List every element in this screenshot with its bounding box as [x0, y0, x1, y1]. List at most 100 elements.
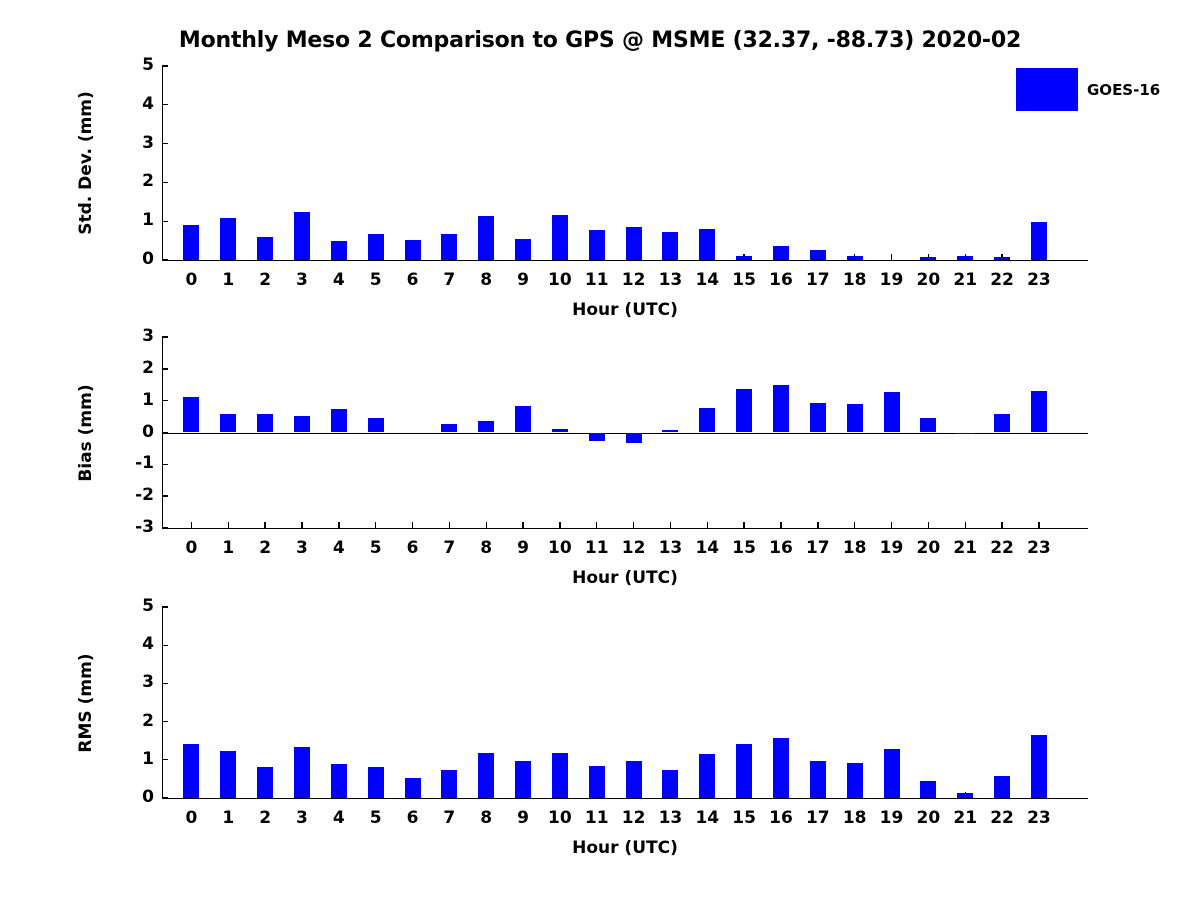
y-tick-mark — [162, 682, 168, 685]
bar — [809, 249, 826, 260]
x-tick-label: 1 — [222, 808, 235, 828]
x-tick-label: 4 — [332, 538, 345, 558]
x-tick-label: 15 — [732, 808, 756, 828]
y-tick-label: 2 — [142, 357, 154, 378]
y-axis-line — [162, 607, 164, 798]
x-tick-label: 17 — [805, 538, 830, 558]
bar — [515, 406, 532, 433]
x-tick-label: 16 — [769, 538, 793, 558]
bar — [883, 748, 900, 798]
y-tick-mark — [162, 759, 168, 761]
bar — [625, 760, 642, 798]
bar — [920, 418, 937, 433]
x-tick-label: 22 — [990, 270, 1014, 290]
y-axis-label: Bias (mm) — [76, 383, 96, 482]
bar — [662, 232, 679, 260]
x-tick-label: 20 — [916, 270, 941, 290]
y-tick-mark — [162, 644, 168, 646]
x-tick-mark — [890, 254, 893, 260]
x-tick-mark — [632, 522, 635, 528]
y-tick-label: -1 — [135, 453, 154, 474]
bar — [1030, 222, 1047, 260]
x-tick-label: 8 — [480, 808, 493, 828]
y-tick-label: -3 — [135, 517, 154, 537]
x-tick-label: 20 — [916, 538, 941, 558]
x-tick-label: 12 — [621, 808, 646, 828]
x-tick-label: 15 — [732, 270, 756, 290]
y-tick-label: 2 — [142, 710, 154, 731]
x-tick-label: 0 — [185, 808, 198, 828]
x-tick-mark — [411, 522, 414, 528]
page-title: Monthly Meso 2 Comparison to GPS @ MSME … — [178, 28, 1022, 53]
bar — [920, 780, 937, 798]
x-tick-label: 2 — [259, 270, 272, 290]
bar — [772, 737, 789, 798]
bar — [920, 256, 937, 260]
y-tick-mark — [162, 606, 168, 608]
bar — [957, 793, 974, 798]
x-tick-mark — [374, 522, 377, 528]
x-axis-label: Hour (UTC) — [572, 568, 678, 588]
x-tick-label: 16 — [769, 270, 793, 290]
x-tick-mark — [669, 522, 672, 528]
bar — [846, 762, 863, 798]
bar — [625, 432, 642, 443]
y-tick-label: 0 — [142, 249, 154, 269]
x-tick-label: 5 — [369, 270, 382, 290]
x-tick-mark — [596, 522, 598, 528]
y-tick-mark — [162, 527, 168, 529]
bar — [478, 216, 495, 260]
bar — [330, 764, 347, 798]
x-tick-label: 23 — [1027, 270, 1051, 290]
x-tick-label: 19 — [879, 808, 904, 828]
y-tick-mark — [162, 259, 168, 261]
y-tick-mark — [162, 142, 168, 145]
bar — [441, 233, 458, 260]
bar — [736, 743, 753, 798]
x-axis-bottom-line — [162, 528, 1088, 530]
bar — [994, 776, 1011, 798]
bar — [588, 765, 605, 798]
x-tick-label: 4 — [332, 270, 345, 290]
y-tick-mark — [162, 720, 168, 723]
x-tick-label: 3 — [296, 538, 308, 558]
bar — [551, 428, 568, 433]
bar — [367, 234, 384, 260]
bar — [515, 760, 532, 798]
bar — [772, 385, 789, 433]
y-tick-label: 3 — [142, 672, 154, 693]
x-tick-label: 23 — [1027, 808, 1051, 828]
bar — [441, 769, 458, 798]
bar — [809, 760, 826, 798]
x-tick-mark — [559, 522, 561, 528]
bar — [994, 257, 1011, 260]
bar — [183, 397, 200, 433]
bar — [257, 766, 274, 798]
bar — [478, 420, 495, 433]
y-tick-mark — [162, 495, 168, 497]
x-tick-label: 11 — [584, 808, 609, 828]
x-axis-label: Hour (UTC) — [572, 300, 678, 320]
x-tick-label: 23 — [1027, 538, 1051, 558]
y-tick-label: 0 — [142, 421, 154, 442]
bar — [588, 229, 605, 260]
x-tick-label: 4 — [332, 808, 345, 828]
legend: GOES-16 — [1016, 68, 1160, 111]
x-axis-line — [162, 432, 1088, 434]
bar — [220, 414, 237, 433]
bar — [183, 743, 200, 798]
bar — [367, 418, 384, 433]
bar — [957, 256, 974, 260]
x-tick-mark — [743, 522, 745, 528]
x-tick-label: 12 — [621, 538, 646, 558]
y-axis-label: RMS (mm) — [76, 652, 96, 753]
x-tick-mark — [485, 522, 487, 528]
x-tick-label: 2 — [259, 538, 272, 558]
y-tick-label: 4 — [142, 634, 154, 655]
y-tick-label: 5 — [142, 55, 154, 75]
x-tick-mark — [1001, 522, 1003, 528]
bar — [293, 212, 310, 260]
x-tick-mark — [927, 522, 930, 528]
x-tick-label: 3 — [296, 270, 308, 290]
y-tick-mark — [162, 220, 168, 222]
